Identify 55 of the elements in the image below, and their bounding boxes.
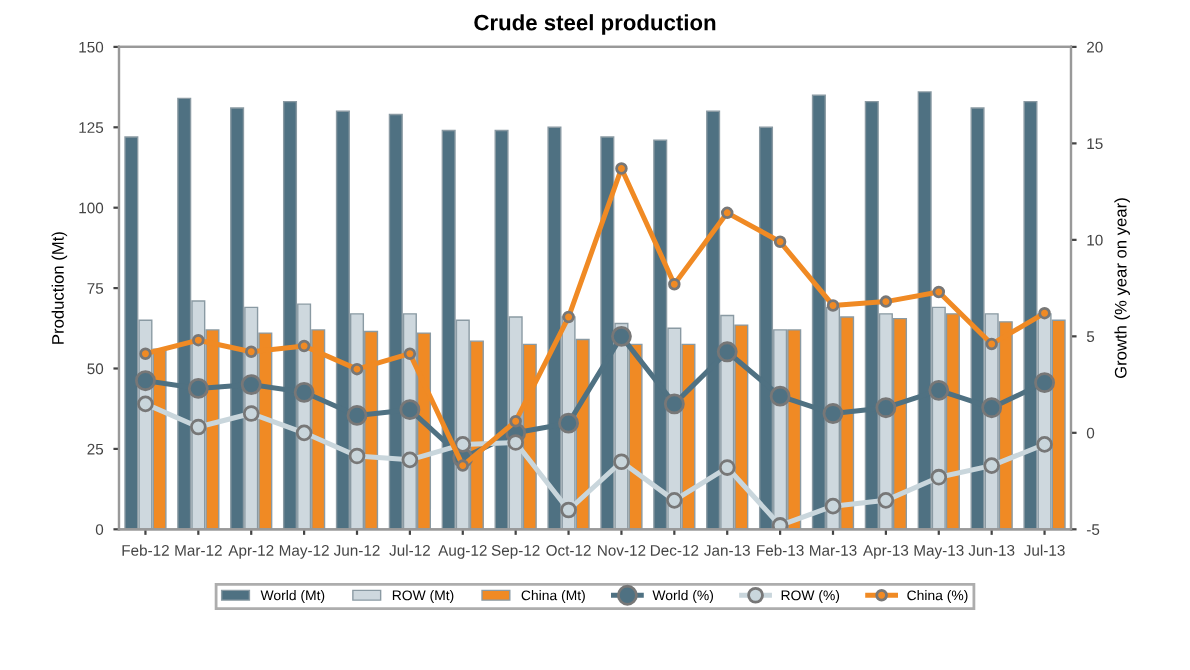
point [560,501,577,519]
point [771,517,789,530]
point [1036,436,1053,453]
point [242,405,260,422]
point [613,453,630,471]
point [137,395,154,413]
point [456,459,470,472]
point [928,379,950,401]
point [826,299,840,312]
point [932,285,946,299]
point [297,339,311,353]
point [562,310,575,324]
point [187,378,209,399]
point [1034,372,1055,394]
point [507,434,524,451]
point [350,362,364,376]
point [295,424,313,442]
point [668,277,681,291]
point [190,418,207,436]
point [769,385,791,407]
point [718,459,736,476]
y2-axis-title: Growth (% year on year) [1114,198,1130,379]
point [401,451,419,469]
point [824,497,842,515]
point [875,397,897,419]
point [666,492,683,509]
point [1038,306,1051,320]
point [454,436,472,453]
y-axis-title: Production (Mt) [51,232,68,344]
point [509,414,522,428]
point [240,374,262,395]
point [822,403,844,424]
point [135,370,156,392]
point [192,333,205,347]
point [558,412,579,434]
point [403,347,417,360]
point [983,457,1000,474]
point [399,399,421,421]
point [879,295,893,308]
point [981,397,1003,419]
point [877,492,895,509]
point [930,468,948,486]
chart-title: Crude steel production [474,14,716,35]
point [346,405,368,426]
point [139,347,152,360]
point [348,447,366,465]
point [244,345,258,359]
point [293,381,315,403]
point [663,393,685,415]
point [716,341,738,363]
point [773,235,787,249]
point [720,206,734,220]
point [615,162,628,175]
point [985,337,998,351]
point [611,325,632,347]
